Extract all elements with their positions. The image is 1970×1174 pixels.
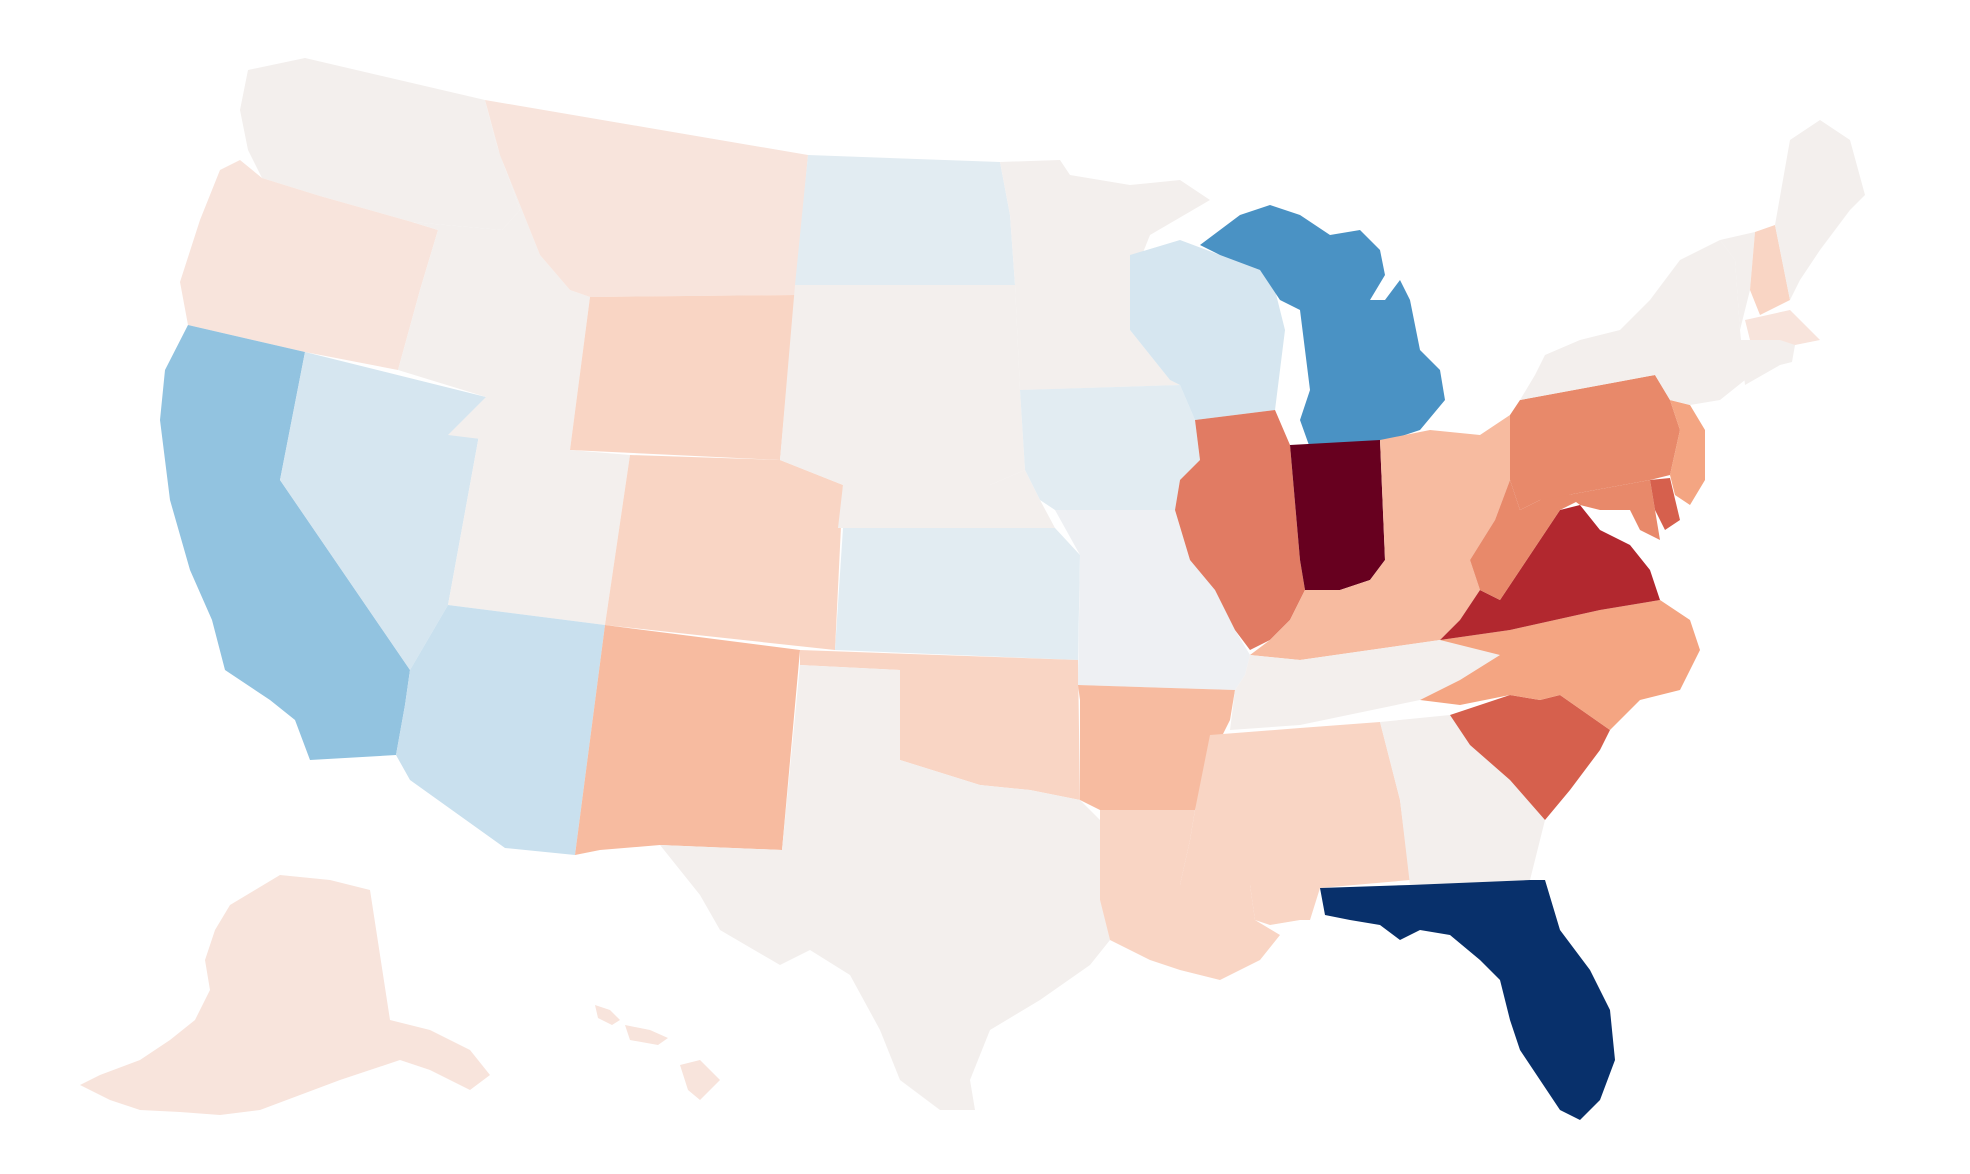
state-NJ[interactable] <box>1670 400 1705 505</box>
state-TN[interactable] <box>1230 630 1510 730</box>
state-CT[interactable] <box>1740 340 1780 385</box>
state-AL[interactable] <box>1300 722 1410 920</box>
state-KS[interactable] <box>835 528 1080 660</box>
state-LA[interactable] <box>1100 810 1280 980</box>
state-ND[interactable] <box>795 155 1015 285</box>
state-VA[interactable] <box>1440 505 1660 640</box>
state-KY[interactable] <box>1250 560 1480 660</box>
state-WV[interactable] <box>1470 480 1580 600</box>
state-VT[interactable] <box>1720 232 1755 330</box>
state-CO[interactable] <box>605 455 843 650</box>
state-UT[interactable] <box>448 397 630 625</box>
state-NH[interactable] <box>1750 225 1790 315</box>
state-MS[interactable] <box>1180 728 1300 925</box>
state-OR[interactable] <box>180 160 438 370</box>
state-SC[interactable] <box>1450 695 1610 820</box>
state-RI[interactable] <box>1780 340 1795 365</box>
state-MD[interactable] <box>1540 480 1660 540</box>
state-AK[interactable] <box>80 875 490 1115</box>
state-MT[interactable] <box>485 100 808 297</box>
state-DE[interactable] <box>1650 478 1680 530</box>
state-ID[interactable] <box>398 100 590 450</box>
state-MN[interactable] <box>1000 160 1210 390</box>
state-NM[interactable] <box>575 625 800 855</box>
state-IA[interactable] <box>1020 385 1200 510</box>
state-ME[interactable] <box>1775 120 1865 300</box>
state-WI[interactable] <box>1130 240 1285 420</box>
states-layer <box>80 58 1865 1120</box>
state-AR[interactable] <box>1078 685 1235 810</box>
state-NV[interactable] <box>280 352 486 670</box>
state-NE[interactable] <box>780 460 1055 528</box>
state-HI[interactable] <box>595 1005 720 1100</box>
state-PA[interactable] <box>1510 375 1680 510</box>
state-NY[interactable] <box>1520 240 1745 405</box>
state-MO[interactable] <box>1055 510 1250 690</box>
state-IL[interactable] <box>1175 410 1305 650</box>
state-CA[interactable] <box>160 325 410 760</box>
state-WA[interactable] <box>240 58 520 230</box>
state-AZ[interactable] <box>396 605 605 855</box>
state-OH[interactable] <box>1380 415 1510 560</box>
state-IN[interactable] <box>1290 440 1385 590</box>
state-WY[interactable] <box>570 295 795 460</box>
state-FL[interactable] <box>1320 880 1615 1120</box>
state-MI[interactable] <box>1200 205 1445 448</box>
state-TX[interactable] <box>660 665 1110 1110</box>
state-OK[interactable] <box>800 650 1080 800</box>
state-SD[interactable] <box>780 285 1025 485</box>
state-NC[interactable] <box>1420 600 1700 730</box>
state-GA[interactable] <box>1380 715 1545 885</box>
state-MA[interactable] <box>1745 310 1820 345</box>
